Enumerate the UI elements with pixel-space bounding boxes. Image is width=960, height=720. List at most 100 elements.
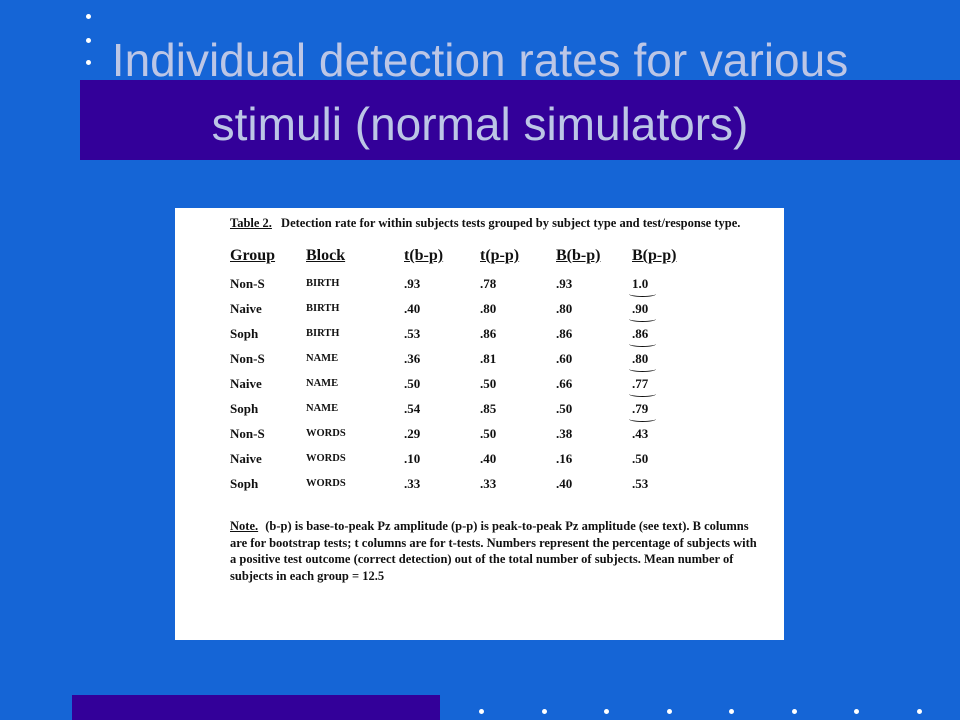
table-cell: .29 (404, 421, 480, 446)
cell-value: .36 (404, 350, 421, 366)
table-cell: Non-S (230, 271, 306, 296)
cell-value: .50 (632, 450, 649, 466)
decor-dot (604, 709, 609, 714)
table-cell: .78 (480, 271, 556, 296)
cell-value: WORDS (306, 478, 346, 489)
cell-value: .90 (628, 300, 657, 322)
title-band (80, 80, 960, 160)
cell-value: .53 (632, 475, 649, 491)
scanned-table-image: Table 2. Detection rate for within subje… (175, 208, 784, 640)
table-cell: Non-S (230, 346, 306, 371)
cell-value: Soph (230, 475, 259, 491)
decor-dot (479, 709, 484, 714)
cell-value: .33 (480, 475, 497, 491)
cell-value: .86 (556, 325, 573, 341)
decor-dot (86, 60, 91, 65)
footer-band (72, 695, 440, 720)
cell-value: BIRTH (306, 303, 340, 314)
cell-value: .38 (556, 425, 573, 441)
cell-value: Non-S (230, 275, 265, 291)
table-cell: .40 (480, 446, 556, 471)
detection-rates-table: Group Block t(b-p) t(p-p) B(b-p) B(p-p) … (230, 247, 702, 496)
table-cell: .50 (632, 446, 702, 471)
cell-value: .79 (628, 400, 657, 422)
table-cell: .54 (404, 396, 480, 421)
table-row: Non-S WORDS .29 .50 .38 .43 (230, 421, 702, 446)
cell-value: .50 (480, 375, 497, 391)
cell-value: Naive (230, 375, 262, 391)
decor-dot (916, 709, 922, 714)
table-caption-label: Table 2. (230, 216, 272, 230)
table-cell: .86 (480, 321, 556, 346)
cell-value: .16 (556, 450, 573, 466)
cell-value: Soph (230, 325, 259, 341)
cell-value: .81 (480, 350, 497, 366)
table-cell: .16 (556, 446, 632, 471)
column-header: t(b-p) (404, 247, 444, 264)
table-cell: .50 (556, 396, 632, 421)
column-header: t(p-p) (480, 247, 520, 264)
table-cell: .86 (628, 321, 702, 347)
column-header: Group (230, 247, 276, 264)
table-cell: Soph (230, 396, 306, 421)
cell-value: .80 (556, 300, 573, 316)
cell-value: Naive (230, 300, 262, 316)
table-row: Naive BIRTH .40 .80 .80 .90 (230, 296, 702, 322)
table-cell: .40 (556, 471, 632, 496)
cell-value: .54 (404, 400, 421, 416)
table-cell: .85 (480, 396, 556, 421)
cell-value: .60 (556, 350, 573, 366)
table-cell: .33 (404, 471, 480, 496)
cell-value: .33 (404, 475, 421, 491)
cell-value: BIRTH (306, 278, 340, 289)
cell-value: .43 (632, 425, 649, 441)
decor-dot (791, 709, 797, 714)
cell-value: NAME (306, 353, 339, 364)
table-cell: NAME (306, 346, 404, 371)
table-cell: .33 (480, 471, 556, 496)
decor-dot (854, 709, 859, 714)
table-cell: .40 (404, 296, 480, 321)
table-row: Naive NAME .50 .50 .66 .77 (230, 371, 702, 397)
cell-value: BIRTH (306, 328, 340, 339)
table-cell: .50 (404, 371, 480, 396)
cell-value: NAME (306, 378, 339, 389)
decor-dot (541, 709, 547, 714)
table-cell: .80 (628, 346, 702, 372)
cell-value: Naive (230, 450, 262, 466)
table-cell: .80 (480, 296, 556, 321)
table-cell: WORDS (306, 446, 404, 471)
cell-value: .93 (404, 275, 421, 291)
cell-value: .50 (404, 375, 421, 391)
cell-value: .50 (480, 425, 497, 441)
table-cell: .90 (628, 296, 702, 322)
table-row: Non-S NAME .36 .81 .60 .80 (230, 346, 702, 372)
table-cell: .66 (556, 371, 632, 396)
decor-dot (729, 709, 734, 714)
table-row: Non-S BIRTH .93 .78 .93 1.0 (230, 271, 702, 297)
column-header: Block (306, 247, 346, 264)
table-cell: .43 (632, 421, 702, 446)
cell-value: Non-S (230, 350, 265, 366)
table-header-row: Group Block t(b-p) t(p-p) B(b-p) B(p-p) (230, 247, 702, 271)
table-cell: NAME (306, 396, 404, 421)
table-cell: BIRTH (306, 296, 404, 321)
cell-value: .40 (480, 450, 497, 466)
table-cell: NAME (306, 371, 404, 396)
cell-value: .78 (480, 275, 497, 291)
table-cell: .53 (632, 471, 702, 496)
cell-value: .53 (404, 325, 421, 341)
table-row: Soph WORDS .33 .33 .40 .53 (230, 471, 702, 496)
cell-value: .86 (628, 325, 657, 347)
cell-value: .40 (556, 475, 573, 491)
cell-value: Soph (230, 400, 259, 416)
table-cell: WORDS (306, 421, 404, 446)
slide-title: Individual detection rates for various s… (111, 34, 849, 150)
cell-value: WORDS (306, 428, 346, 439)
table-cell: .50 (480, 421, 556, 446)
table-cell: Soph (230, 471, 306, 496)
table-row: Soph BIRTH .53 .86 .86 .86 (230, 321, 702, 347)
cell-value: Non-S (230, 425, 265, 441)
decor-dot (86, 14, 91, 19)
table-cell: .10 (404, 446, 480, 471)
